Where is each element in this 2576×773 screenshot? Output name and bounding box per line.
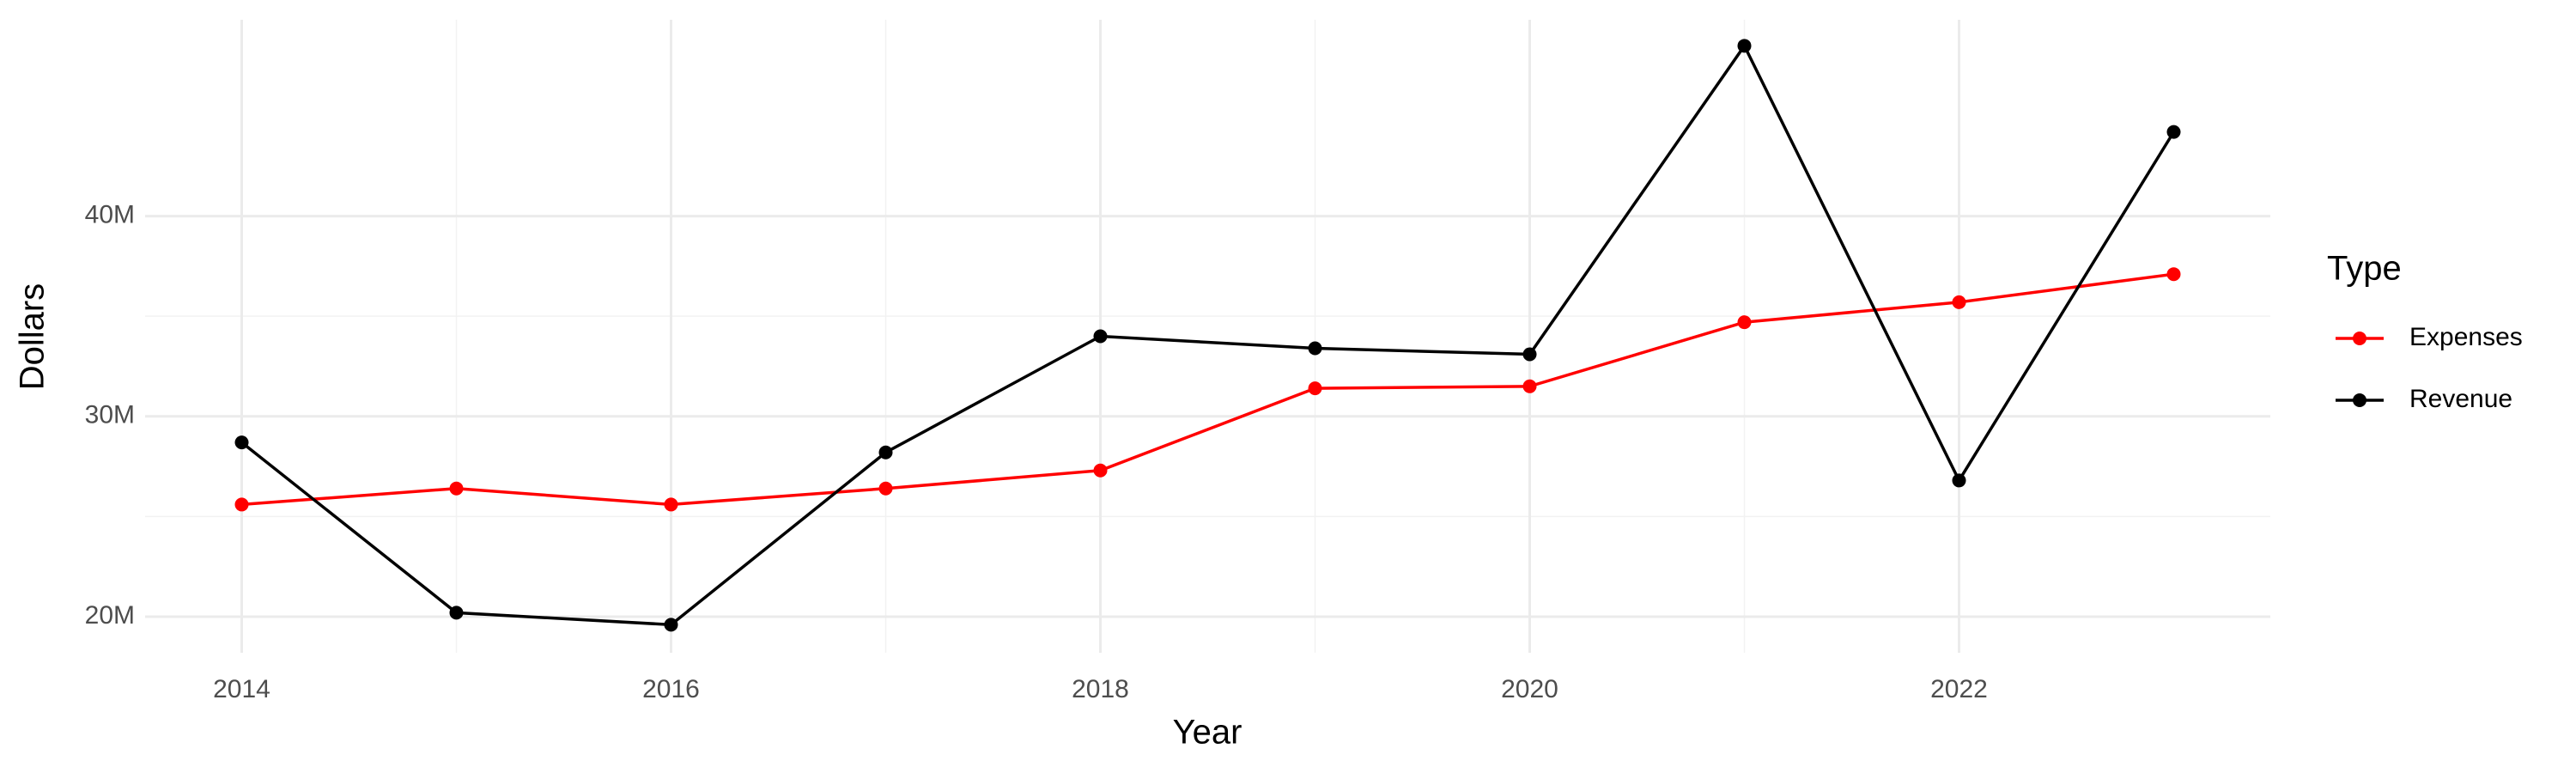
- legend-key-point: [2353, 332, 2366, 345]
- data-point: [878, 481, 893, 496]
- x-tick-label: 2016: [642, 675, 700, 703]
- data-point: [1308, 341, 1322, 356]
- data-point: [1952, 473, 1966, 488]
- x-tick-label: 2014: [213, 675, 270, 703]
- data-point: [1093, 463, 1108, 478]
- series-line: [240, 42, 2175, 627]
- x-tick-label: 2022: [1930, 675, 1988, 703]
- legend-label: Revenue: [2409, 385, 2512, 413]
- data-point: [1952, 295, 1966, 309]
- data-point: [1522, 379, 1537, 393]
- data-point: [1093, 329, 1108, 344]
- data-point: [1737, 315, 1752, 330]
- x-axis-title: Year: [1173, 714, 1242, 752]
- data-point: [234, 435, 249, 450]
- data-point: [234, 497, 249, 512]
- data-point: [664, 618, 678, 632]
- y-tick-label: 20M: [85, 601, 135, 630]
- legend-title: Type: [2327, 250, 2402, 288]
- y-axis-title: Dollars: [14, 283, 52, 390]
- y-tick-label: 30M: [85, 401, 135, 429]
- y-tick-label: 40M: [85, 200, 135, 228]
- data-point: [449, 481, 464, 496]
- data-point: [664, 497, 678, 512]
- x-tick-label: 2018: [1072, 675, 1129, 703]
- data-point: [449, 606, 464, 620]
- series-line: [241, 272, 2174, 507]
- data-point: [878, 445, 893, 460]
- data-point: [1308, 381, 1322, 396]
- legend-key-point: [2353, 393, 2366, 407]
- x-tick-label: 2020: [1501, 675, 1558, 703]
- data-point: [2166, 267, 2181, 282]
- data-point: [2166, 125, 2181, 139]
- data-point: [1737, 39, 1752, 53]
- data-point: [1522, 347, 1537, 362]
- legend-label: Expenses: [2409, 323, 2523, 351]
